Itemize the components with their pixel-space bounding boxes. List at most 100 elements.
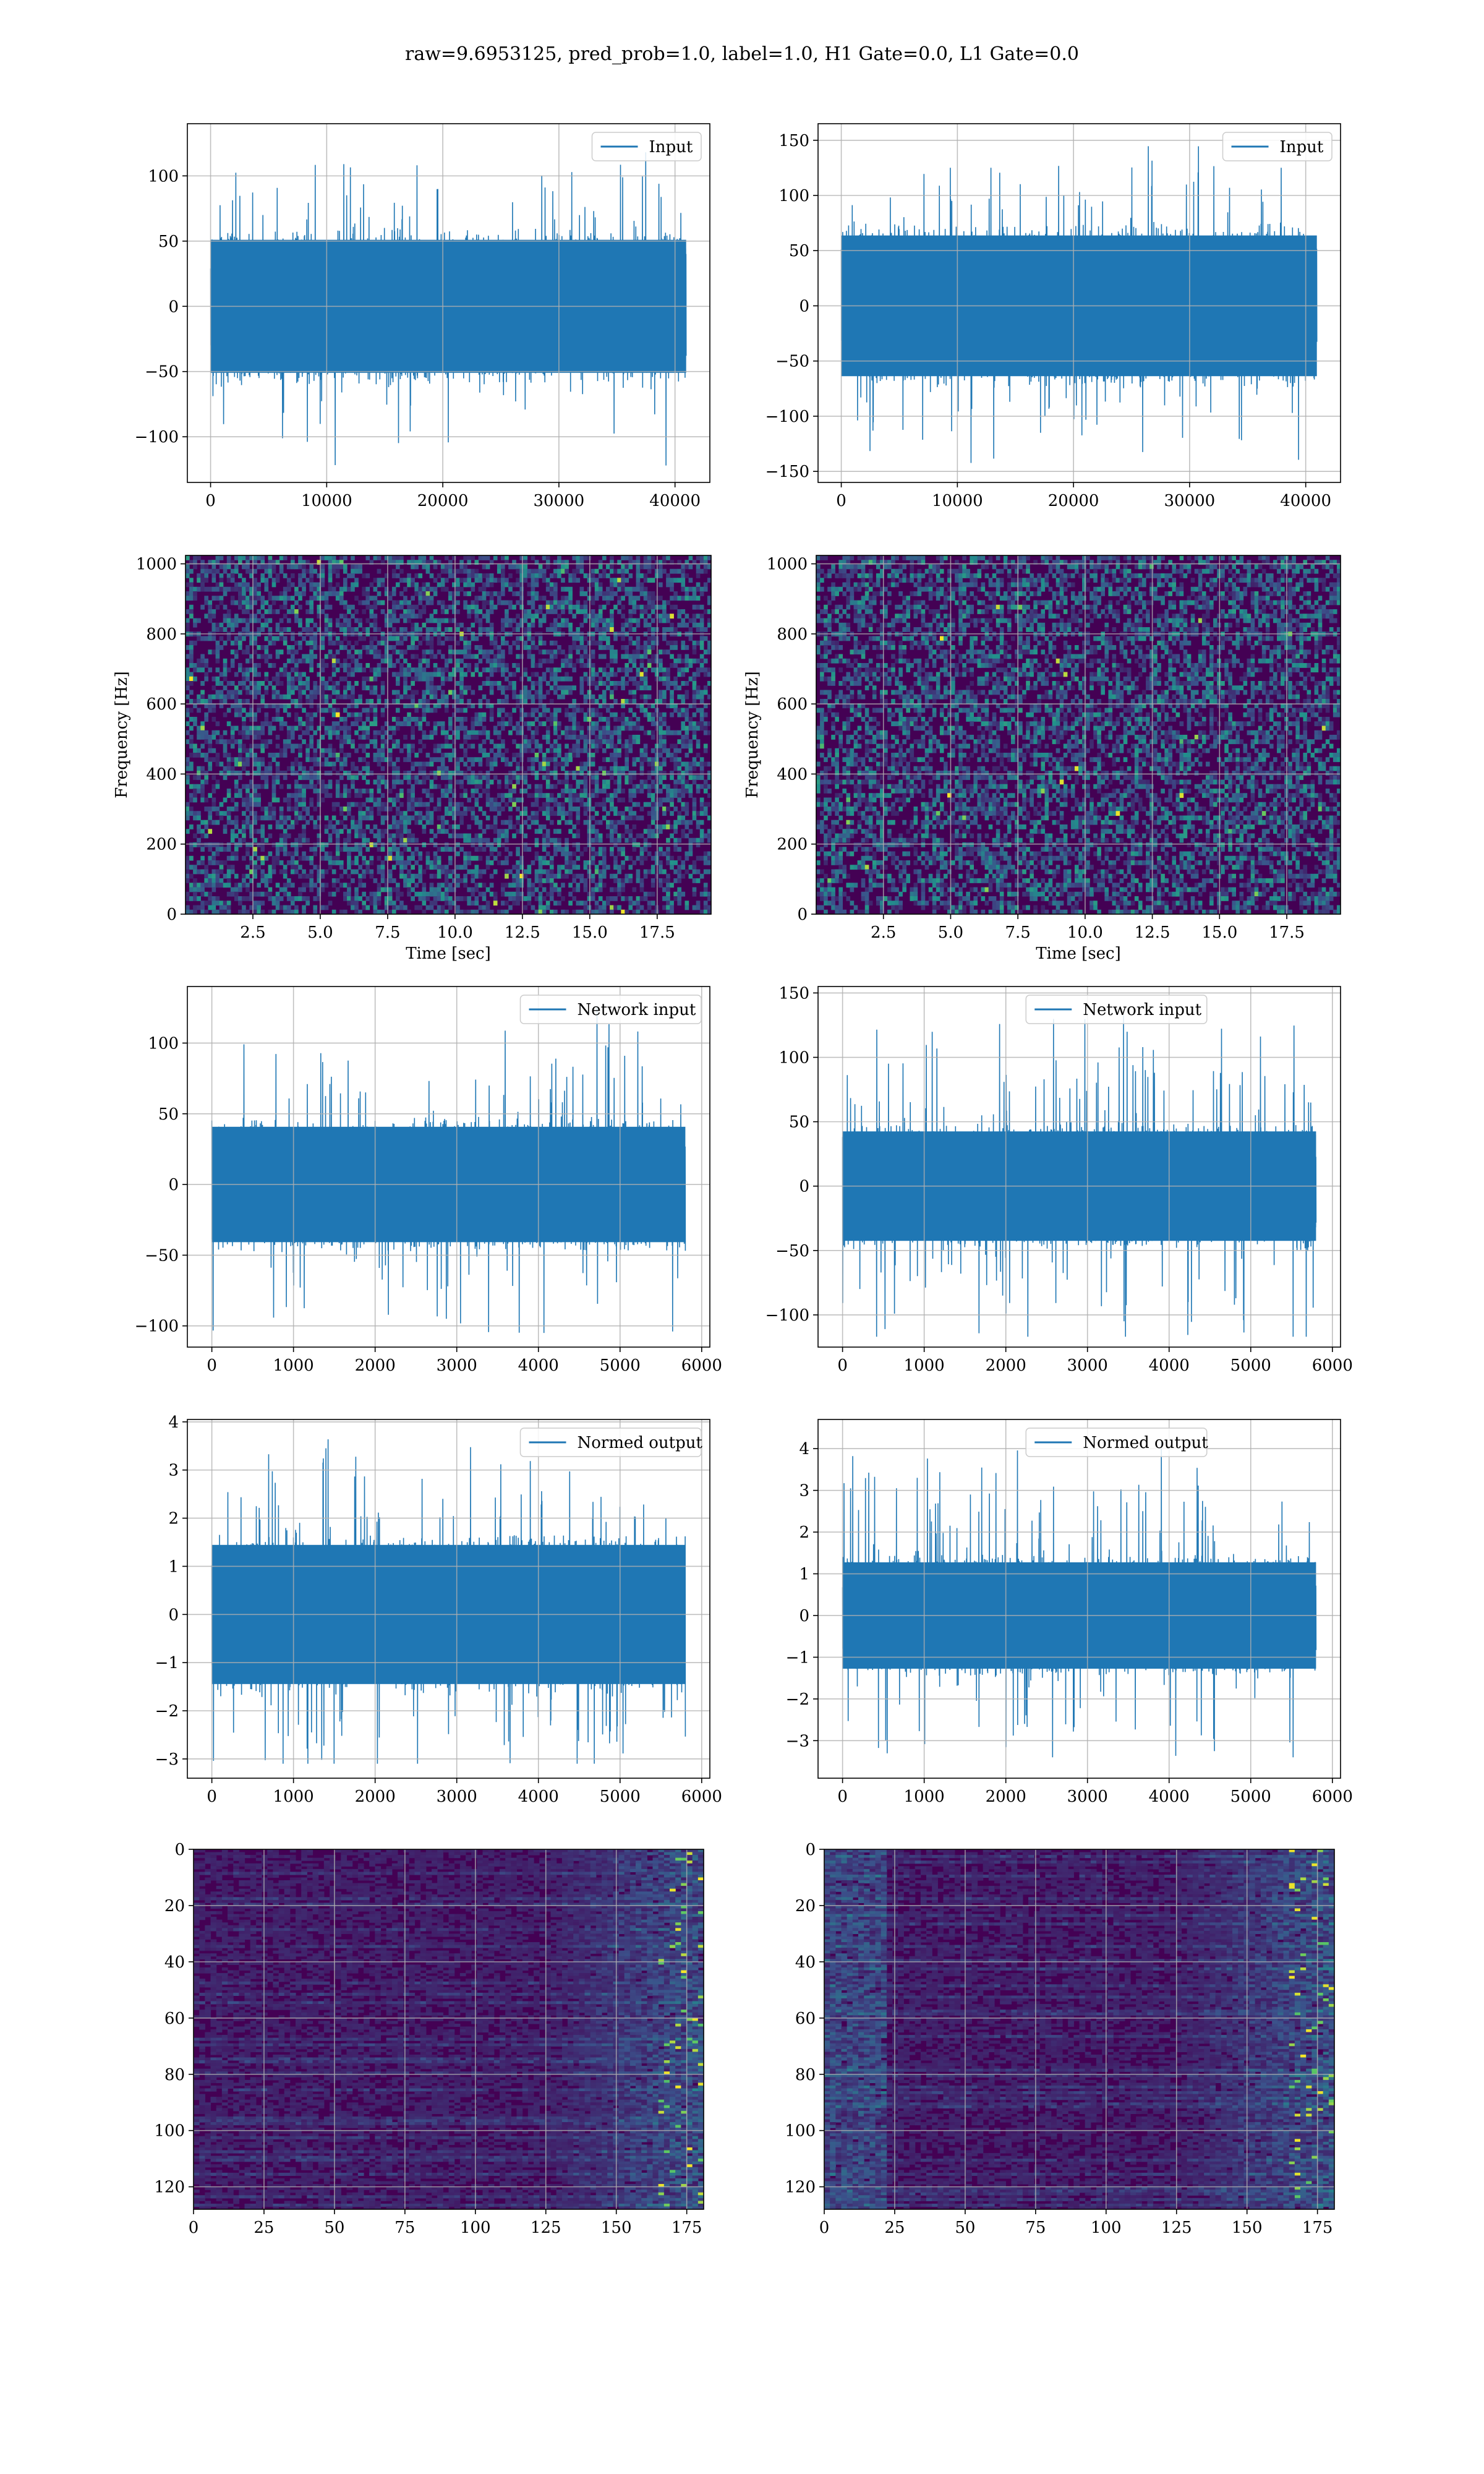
heatmap-cell (485, 564, 490, 570)
heatmap-cell (271, 582, 276, 588)
heatmap-cell (482, 582, 487, 588)
heatmap-cell (545, 555, 550, 560)
heatmap-cell (557, 735, 561, 740)
heatmap-cell (211, 694, 216, 700)
heatmap-cell (440, 564, 445, 570)
heatmap-cell (320, 582, 325, 588)
heatmap-cell (613, 771, 618, 776)
heatmap-cell (471, 730, 475, 735)
heatmap-cell (699, 640, 704, 646)
heatmap-cell (302, 730, 306, 735)
heatmap-cell (403, 618, 407, 623)
heatmap-cell (594, 771, 599, 776)
heatmap-cell (587, 761, 592, 767)
heatmap-cell (197, 578, 201, 583)
heatmap-cell (331, 824, 336, 829)
heatmap-cell (591, 847, 595, 852)
heatmap-cell (463, 672, 467, 677)
heatmap-cell (283, 743, 288, 749)
heatmap-cell (257, 618, 262, 623)
heatmap-cell (610, 578, 614, 583)
heatmap-cell (538, 564, 543, 570)
heatmap-cell (606, 685, 610, 691)
heatmap-cell (542, 573, 547, 578)
heatmap-cell (365, 735, 370, 740)
heatmap-cell (617, 726, 621, 731)
heatmap-cell (253, 743, 257, 749)
heatmap-cell (666, 824, 670, 829)
heatmap-cell (489, 797, 494, 803)
heatmap-cell (298, 761, 302, 767)
heatmap-cell (568, 703, 573, 709)
heatmap-cell (369, 708, 374, 713)
heatmap-cell (309, 847, 314, 852)
heatmap-cell (384, 703, 389, 709)
heatmap-cell (271, 676, 276, 682)
heatmap-cell (598, 586, 603, 592)
heatmap-cell (391, 555, 396, 560)
heatmap-cell (545, 793, 550, 798)
heatmap-cell (245, 622, 250, 628)
heatmap-cell (696, 564, 701, 570)
heatmap-cell (249, 604, 254, 610)
heatmap-cell (471, 793, 475, 798)
heatmap-cell (208, 614, 213, 619)
heatmap-cell (606, 717, 610, 722)
heatmap-cell (538, 789, 543, 794)
heatmap-cell (684, 690, 689, 695)
heatmap-cell (320, 789, 325, 794)
heatmap-cell (283, 596, 288, 601)
heatmap-cell (271, 726, 276, 731)
heatmap-cell (459, 681, 464, 686)
heatmap-cell (553, 676, 558, 682)
heatmap-cell (204, 703, 209, 709)
heatmap-cell (493, 730, 498, 735)
heatmap-cell (380, 636, 385, 641)
heatmap-cell (425, 708, 430, 713)
heatmap-cell (317, 802, 322, 807)
heatmap-cell (478, 721, 483, 727)
heatmap-cell (531, 596, 535, 601)
heatmap-cell (347, 649, 351, 655)
heatmap-cell (283, 837, 288, 843)
heatmap-cell (328, 627, 333, 632)
heatmap-cell (283, 703, 288, 709)
heatmap-cell (474, 802, 479, 807)
heatmap-cell (684, 824, 689, 829)
heatmap-cell (200, 694, 205, 700)
heatmap-cell (482, 739, 487, 745)
heatmap-cell (557, 573, 561, 578)
heatmap-cell (309, 726, 314, 731)
heatmap-cell (531, 708, 535, 713)
heatmap-cell (688, 618, 693, 623)
heatmap-cell (414, 622, 419, 628)
heatmap-cell (260, 748, 265, 753)
heatmap-cell (347, 604, 351, 610)
heatmap-cell (448, 658, 453, 664)
heatmap-cell (200, 855, 205, 861)
heatmap-cell (414, 614, 419, 619)
heatmap-cell (707, 784, 711, 789)
heatmap-cell (650, 820, 655, 825)
heatmap-cell (226, 739, 231, 745)
heatmap-cell (396, 640, 400, 646)
heatmap-cell (253, 555, 257, 560)
heatmap-cell (497, 721, 501, 727)
heatmap-cell (271, 640, 276, 646)
heatmap-cell (463, 555, 467, 560)
heatmap-cell (298, 685, 302, 691)
heatmap-cell (380, 681, 385, 686)
heatmap-cell (298, 721, 302, 727)
heatmap-cell (463, 627, 467, 632)
heatmap-cell (313, 591, 318, 596)
heatmap-cell (403, 717, 407, 722)
heatmap-cell (249, 824, 254, 829)
heatmap-cell (636, 622, 641, 628)
heatmap-cell (320, 842, 325, 847)
heatmap-cell (271, 753, 276, 758)
heatmap-cell (576, 564, 581, 570)
heatmap-cell (594, 618, 599, 623)
heatmap-cell (659, 649, 663, 655)
heatmap-cell (433, 667, 438, 673)
heatmap-cell (662, 717, 667, 722)
